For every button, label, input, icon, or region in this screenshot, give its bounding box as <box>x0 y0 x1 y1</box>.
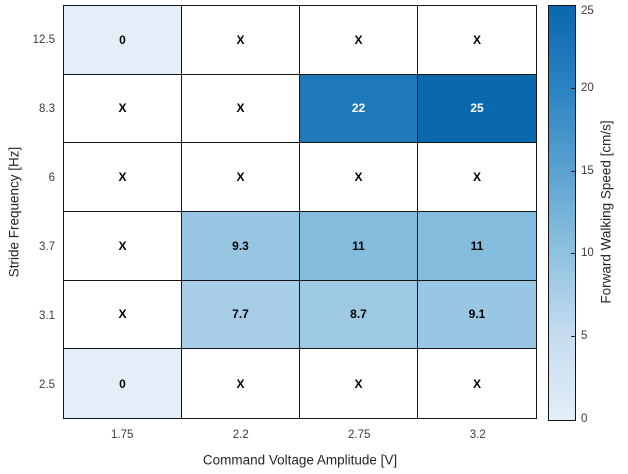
missing-cell-marker: X <box>236 170 245 185</box>
heatmap-cell: X <box>300 143 418 212</box>
x-tick-label: 2.75 <box>348 429 371 441</box>
heatmap-cell: 11 <box>300 211 418 281</box>
missing-cell-marker: X <box>236 376 245 391</box>
x-tick-label: 1.75 <box>111 429 134 441</box>
heatmap-cell: 11 <box>418 211 536 281</box>
x-axis-title: Command Voltage Amplitude [V] <box>202 452 398 468</box>
colorbar-tick-label: 20 <box>581 81 594 94</box>
y-tick-label: 12.5 <box>32 33 55 46</box>
heatmap-cell: 9.3 <box>182 211 300 281</box>
missing-cell-marker: X <box>236 32 245 47</box>
cell-value: 9.3 <box>232 238 249 253</box>
heatmap-cell: X <box>182 349 300 418</box>
heatmap-cell: X <box>64 74 182 144</box>
colorbar-tick-label: 10 <box>581 247 594 260</box>
colorbar-title: Forward Walking Speed [cm/s] <box>598 120 614 304</box>
heatmap-cell: 25 <box>418 74 536 144</box>
y-tick-label: 2.5 <box>39 378 55 391</box>
colorbar-tick-mark <box>571 336 576 338</box>
colorbar-tick-mark <box>571 87 576 89</box>
cell-value: 25 <box>470 101 484 116</box>
heatmap-cell: X <box>300 349 418 418</box>
missing-cell-marker: X <box>472 170 481 185</box>
colorbar-tick-label: 15 <box>581 164 594 177</box>
heatmap-cell: X <box>418 6 536 75</box>
heatmap-cell: 7.7 <box>182 280 300 350</box>
cell-value: 8.7 <box>350 307 367 322</box>
cell-value: 22 <box>351 101 366 116</box>
missing-cell-marker: X <box>118 170 127 185</box>
y-tick-label: 8.3 <box>39 102 55 115</box>
missing-cell-marker: X <box>236 101 245 116</box>
colorbar-tick-label: 25 <box>581 5 594 17</box>
cell-value: 9.1 <box>468 307 486 322</box>
x-tick-label: 3.2 <box>469 429 486 441</box>
colorbar <box>548 5 576 421</box>
colorbar-tick-label: 5 <box>581 330 588 343</box>
colorbar-tick-label: 0 <box>581 413 588 425</box>
missing-cell-marker: X <box>354 170 363 185</box>
cell-value: 11 <box>352 238 365 253</box>
heatmap-cell: 0 <box>64 349 182 418</box>
heatmap-cell: 9.1 <box>418 280 536 350</box>
cell-value: 0 <box>119 32 126 47</box>
heatmap-cell: X <box>64 143 182 212</box>
heatmap-cell: X <box>418 349 536 418</box>
heatmap-cell: X <box>182 74 300 144</box>
missing-cell-marker: X <box>472 376 481 391</box>
heatmap-cell: 22 <box>300 74 418 144</box>
missing-cell-marker: X <box>118 238 127 253</box>
x-tick-label: 2.2 <box>232 429 249 441</box>
missing-cell-marker: X <box>354 32 363 47</box>
heatmap-cell: X <box>182 143 300 212</box>
missing-cell-marker: X <box>118 307 127 322</box>
heatmap-plot-area: 0 X X X X X 22 25 X X X X X 9.3 11 11 X 7.7 8.7 9.1 0 X X X <box>63 5 537 419</box>
heatmap-cell: 0 <box>64 6 182 75</box>
missing-cell-marker: X <box>118 101 127 116</box>
y-axis-title: Stride Frequency [Hz] <box>6 146 22 278</box>
heatmap-cell: X <box>64 211 182 281</box>
y-tick-label: 3.7 <box>39 240 55 253</box>
cell-value: 7.7 <box>232 307 249 322</box>
colorbar-tick-mark <box>571 170 576 172</box>
missing-cell-marker: X <box>472 32 481 47</box>
colorbar-tick-mark <box>571 253 576 255</box>
y-tick-label: 6 <box>48 171 55 184</box>
y-tick-label: 3.1 <box>39 309 55 322</box>
missing-cell-marker: X <box>354 376 363 391</box>
heatmap-cell: X <box>182 6 300 75</box>
cell-value: 0 <box>119 376 126 391</box>
heatmap-cell: X <box>300 6 418 75</box>
cell-value: 11 <box>470 238 484 253</box>
heatmap-cell: 8.7 <box>300 280 418 350</box>
heatmap-cell: X <box>64 280 182 350</box>
heatmap-cell: X <box>418 143 536 212</box>
